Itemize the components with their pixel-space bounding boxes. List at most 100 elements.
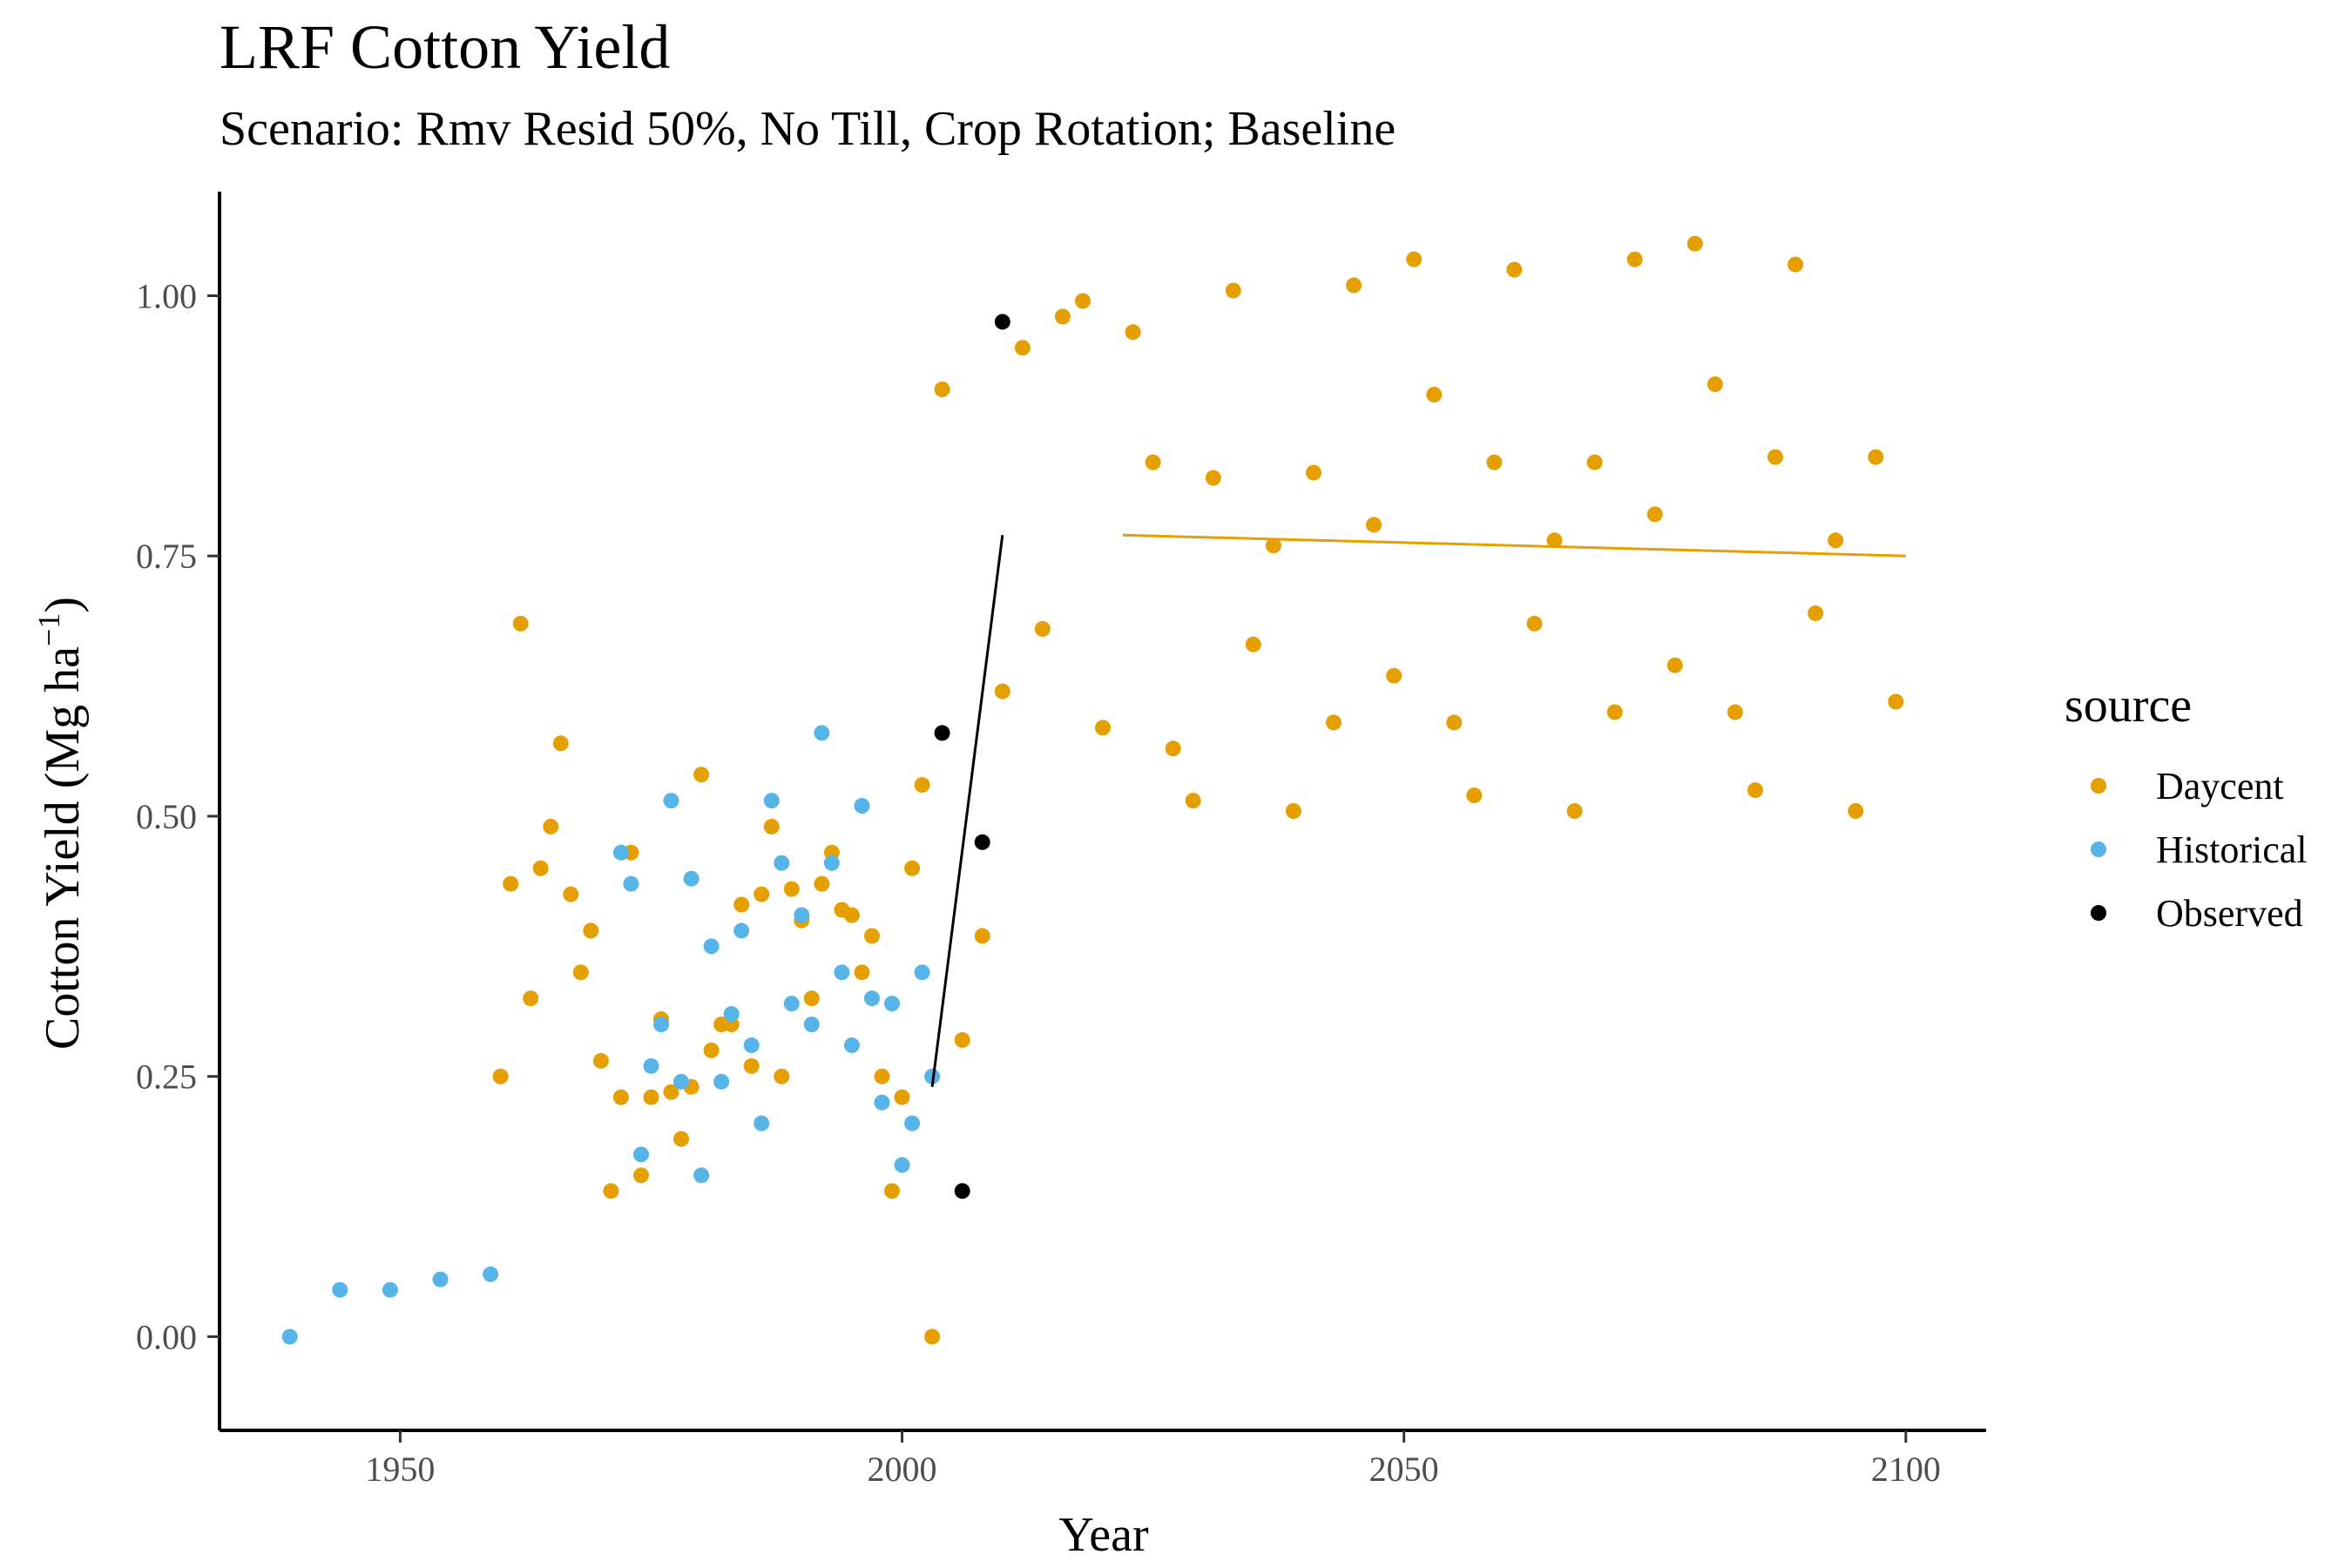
point-daycent-79 xyxy=(1646,506,1663,523)
point-daycent-6 xyxy=(552,735,569,752)
legend-title: source xyxy=(2065,679,2192,733)
point-historical-4 xyxy=(483,1266,499,1282)
legend-label-observed: Observed xyxy=(2156,892,2303,935)
x-axis-title: Year xyxy=(1058,1508,1149,1562)
point-daycent-68 xyxy=(1426,387,1443,402)
y-axis-title-close: ) xyxy=(36,597,90,613)
point-historical-34 xyxy=(904,1115,921,1132)
point-observed-3 xyxy=(994,314,1010,330)
point-historical-33 xyxy=(894,1157,910,1173)
point-daycent-20 xyxy=(693,767,710,783)
point-daycent-37 xyxy=(864,928,880,944)
point-daycent-12 xyxy=(612,1089,629,1105)
point-daycent-83 xyxy=(1727,704,1743,720)
point-daycent-50 xyxy=(1054,308,1071,325)
point-historical-9 xyxy=(653,1017,669,1032)
point-daycent-4 xyxy=(532,860,549,876)
chart-title: LRF Cotton Yield xyxy=(220,12,671,82)
point-daycent-58 xyxy=(1225,282,1241,299)
point-daycent-36 xyxy=(854,964,870,981)
point-daycent-59 xyxy=(1245,636,1261,652)
point-daycent-65 xyxy=(1366,517,1382,533)
point-daycent-84 xyxy=(1747,782,1763,799)
point-historical-18 xyxy=(743,1037,760,1053)
trend-line-observed xyxy=(930,535,1004,1087)
point-historical-31 xyxy=(874,1094,890,1111)
legend-key-daycent xyxy=(2091,778,2106,794)
point-daycent-10 xyxy=(592,1052,609,1069)
y-tick-label-1.00: 1.00 xyxy=(136,276,197,315)
point-historical-0 xyxy=(281,1328,298,1345)
legend-key-historical xyxy=(2091,841,2106,857)
point-observed-0 xyxy=(934,725,950,741)
point-historical-22 xyxy=(783,996,800,1012)
y-tick-label-0.25: 0.25 xyxy=(136,1058,197,1097)
point-daycent-26 xyxy=(754,886,770,902)
point-historical-14 xyxy=(703,938,720,955)
point-daycent-11 xyxy=(603,1183,619,1200)
point-historical-32 xyxy=(884,996,900,1012)
y-axis-title-sup: −1 xyxy=(31,613,66,646)
point-daycent-5 xyxy=(543,818,559,835)
point-daycent-15 xyxy=(643,1089,659,1105)
point-observed-2 xyxy=(974,834,990,850)
point-daycent-72 xyxy=(1506,261,1523,278)
point-historical-17 xyxy=(733,923,750,939)
point-historical-19 xyxy=(754,1115,770,1132)
point-daycent-80 xyxy=(1666,657,1683,673)
point-daycent-21 xyxy=(703,1042,720,1058)
point-historical-2 xyxy=(382,1281,398,1298)
point-daycent-86 xyxy=(1788,256,1804,273)
axes-layer: 1950 2000 2050 2100 0.00 0.25 0.50 0.75 1.00 xyxy=(136,192,1986,1489)
point-historical-20 xyxy=(763,793,780,809)
point-historical-12 xyxy=(683,870,700,887)
point-historical-27 xyxy=(834,964,850,981)
point-historical-5 xyxy=(612,844,629,861)
point-daycent-90 xyxy=(1868,449,1884,465)
point-daycent-1 xyxy=(503,875,519,892)
point-daycent-78 xyxy=(1626,251,1643,267)
point-daycent-61 xyxy=(1285,803,1301,819)
point-daycent-53 xyxy=(1125,324,1141,341)
point-historical-30 xyxy=(864,990,880,1007)
legend-item-daycent: Daycent xyxy=(2091,765,2284,808)
point-daycent-44 xyxy=(934,382,950,397)
point-daycent-67 xyxy=(1406,251,1423,267)
point-daycent-88 xyxy=(1828,532,1844,549)
chart-subtitle: Scenario: Rmv Resid 50%, No Till, Crop R… xyxy=(220,102,1396,156)
trend-layer xyxy=(930,533,1906,1087)
point-daycent-87 xyxy=(1808,605,1824,621)
point-historical-21 xyxy=(774,855,790,871)
point-historical-25 xyxy=(814,725,830,741)
point-daycent-41 xyxy=(904,860,921,876)
point-observed-1 xyxy=(954,1183,970,1200)
legend-item-observed: Observed xyxy=(2091,892,2303,935)
point-daycent-54 xyxy=(1145,454,1161,470)
point-historical-23 xyxy=(794,907,810,923)
point-historical-10 xyxy=(663,793,679,809)
point-daycent-73 xyxy=(1526,615,1543,632)
y-tick-label-0.75: 0.75 xyxy=(136,537,197,576)
point-daycent-64 xyxy=(1346,277,1362,294)
point-daycent-48 xyxy=(1014,340,1031,356)
point-historical-7 xyxy=(633,1146,649,1163)
point-daycent-28 xyxy=(774,1068,790,1085)
point-daycent-9 xyxy=(583,923,599,939)
point-daycent-42 xyxy=(914,777,930,794)
point-daycent-75 xyxy=(1566,803,1583,819)
point-daycent-29 xyxy=(783,881,800,897)
legend-label-historical: Historical xyxy=(2156,828,2308,871)
legend-key-observed xyxy=(2091,905,2106,921)
point-historical-36 xyxy=(924,1068,941,1085)
point-daycent-51 xyxy=(1075,293,1091,309)
point-daycent-0 xyxy=(492,1068,509,1085)
point-daycent-89 xyxy=(1848,803,1864,819)
point-historical-11 xyxy=(673,1073,689,1090)
point-daycent-91 xyxy=(1888,693,1904,710)
point-daycent-70 xyxy=(1466,787,1483,804)
point-daycent-35 xyxy=(843,907,860,923)
point-daycent-24 xyxy=(733,896,750,913)
point-historical-6 xyxy=(623,875,639,892)
point-daycent-43 xyxy=(924,1328,941,1345)
point-daycent-3 xyxy=(523,990,539,1007)
